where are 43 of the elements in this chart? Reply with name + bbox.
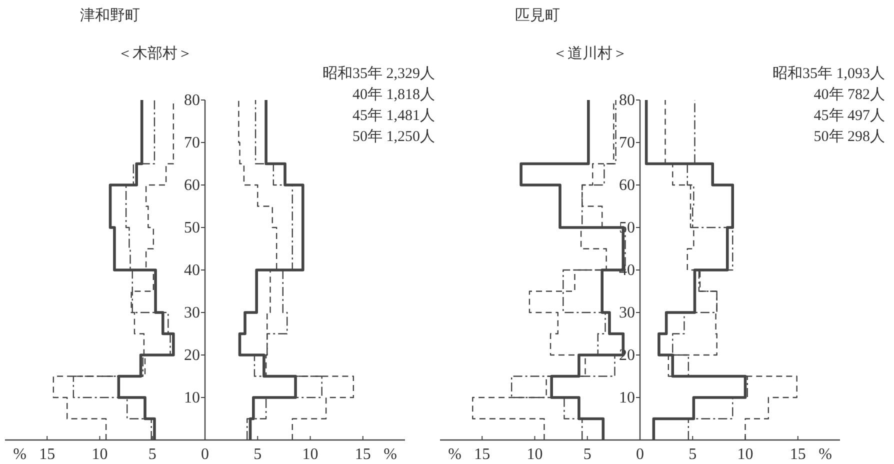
annotation: 45年 497人 xyxy=(814,107,885,124)
y-tick-label: 50 xyxy=(184,220,200,236)
annotation: 40年 1,818人 xyxy=(352,86,435,103)
y-tick-label: 20 xyxy=(184,347,200,364)
y-tick-label: 30 xyxy=(184,304,200,322)
x-tick-label: 15 xyxy=(474,446,490,463)
x-tick-label: 5 xyxy=(688,446,697,463)
x-tick-label: 10 xyxy=(92,446,108,463)
annotation: 50年 298人 xyxy=(814,128,885,145)
text: 昭和35年 2,329人 xyxy=(322,65,435,82)
y-tick-label: 10 xyxy=(619,390,635,406)
y-tick-label: 80 xyxy=(184,92,200,109)
y-tick-label: 60 xyxy=(619,177,635,194)
x-tick-label: % xyxy=(448,446,462,463)
x-tick-label: 5 xyxy=(583,446,592,463)
chart-title: 津和野町 xyxy=(80,7,140,24)
annotation: 40年 782人 xyxy=(814,86,885,103)
x-tick-label: % xyxy=(818,446,832,463)
annotation: 50年 1,250人 xyxy=(352,128,435,145)
y-tick-label: 70 xyxy=(619,134,635,152)
chart-subtitle: ＜木部村＞ xyxy=(118,45,192,62)
x-tick-label: 5 xyxy=(148,446,156,463)
chart-subtitle: ＜道川村＞ xyxy=(552,45,628,62)
chart-title: 匹見町 xyxy=(515,8,560,24)
y-tick-label: 60 xyxy=(184,177,200,194)
x-tick-label: % xyxy=(384,446,397,463)
y-tick-label: 80 xyxy=(619,92,635,109)
text: 昭和35年 1,093人 xyxy=(772,65,885,82)
x-tick-label: 15 xyxy=(790,446,806,463)
x-tick-label: 15 xyxy=(39,446,56,463)
x-tick-label: 15 xyxy=(354,446,371,463)
y-tick-label: 30 xyxy=(619,304,635,322)
y-tick-label: 70 xyxy=(184,134,200,152)
x-tick-label: 0 xyxy=(636,446,644,463)
x-tick-label: % xyxy=(13,446,26,463)
x-tick-label: 5 xyxy=(254,446,262,463)
x-tick-label: 10 xyxy=(302,446,318,463)
annotation: 45年 1,481人 xyxy=(352,107,435,124)
x-tick-label: 0 xyxy=(201,446,209,463)
x-tick-label: 10 xyxy=(526,446,543,463)
x-tick-label: 10 xyxy=(737,446,754,463)
y-tick-label: 40 xyxy=(184,262,200,279)
y-tick-label: 10 xyxy=(184,390,200,406)
